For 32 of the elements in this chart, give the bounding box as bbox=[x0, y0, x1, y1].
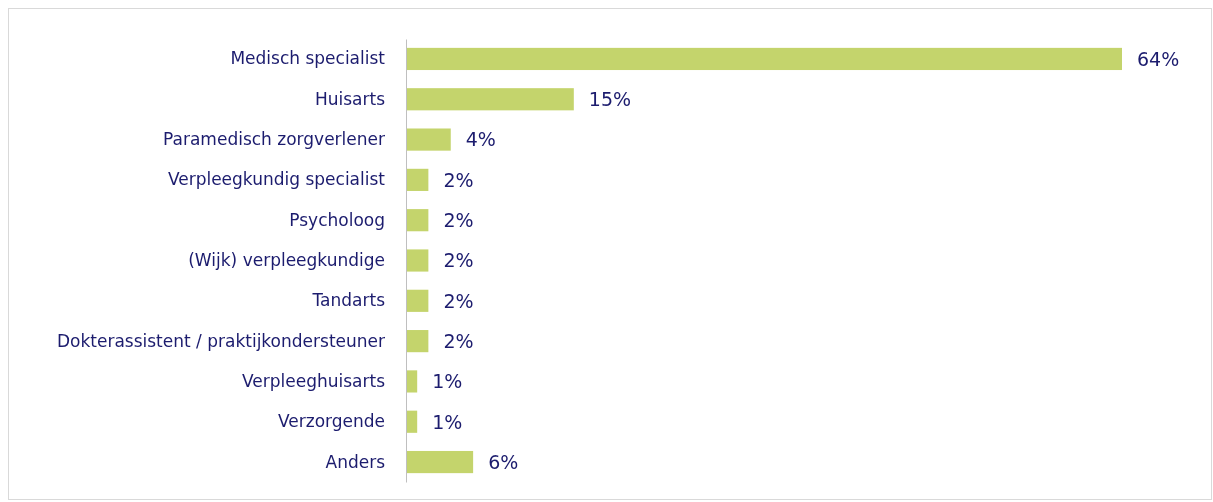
bar bbox=[406, 128, 451, 151]
y-tick-label: Verpleegkundig specialist bbox=[167, 169, 386, 190]
y-tick-label: Verzorgende bbox=[277, 411, 385, 432]
data-label: 1% bbox=[432, 410, 463, 433]
data-label: 1% bbox=[432, 370, 463, 393]
data-label: 15% bbox=[588, 88, 632, 111]
bar bbox=[406, 249, 429, 272]
y-tick-label: Dokterassistent / praktijkondersteuner bbox=[56, 330, 386, 351]
bar bbox=[406, 209, 429, 232]
bar bbox=[406, 47, 1122, 71]
bar bbox=[406, 289, 429, 312]
y-tick-label: Anders bbox=[325, 451, 386, 472]
data-label: 4% bbox=[465, 128, 496, 151]
bar bbox=[406, 88, 574, 111]
data-label: 2% bbox=[443, 289, 474, 312]
y-tick-label: Paramedisch zorgverlener bbox=[163, 129, 385, 150]
data-label: 2% bbox=[443, 249, 474, 272]
data-label: 64% bbox=[1137, 47, 1180, 70]
data-label: 2% bbox=[443, 329, 474, 352]
bar bbox=[406, 330, 429, 353]
data-label: 6% bbox=[488, 450, 519, 473]
y-tick-label: Tandarts bbox=[311, 290, 386, 311]
y-tick-label: Psycholoog bbox=[289, 209, 385, 230]
data-label: 2% bbox=[443, 168, 474, 191]
data-label: 2% bbox=[443, 209, 474, 232]
y-tick-label: Medisch specialist bbox=[230, 48, 386, 69]
bar bbox=[406, 450, 474, 474]
y-tick-label: Verpleeghuisarts bbox=[241, 370, 386, 391]
bar bbox=[406, 370, 418, 393]
y-tick-label: Huisarts bbox=[314, 88, 386, 109]
y-tick-label: (Wijk) verpleegkundige bbox=[188, 249, 385, 270]
bar bbox=[406, 168, 429, 191]
